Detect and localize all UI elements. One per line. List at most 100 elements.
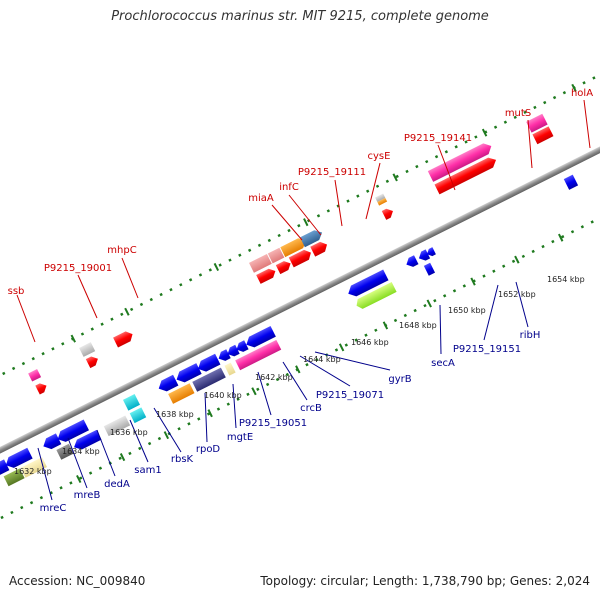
gene-p9215-19001[interactable] bbox=[79, 342, 96, 357]
gene-p9215-19111[interactable] bbox=[280, 236, 308, 258]
tick-label-1648: 1648 kbp bbox=[399, 321, 437, 330]
forward-gene-labels: ssb P9215_19001 mhpC miaA infC P9215_191… bbox=[8, 88, 594, 297]
gene-p9215-19051[interactable] bbox=[224, 362, 236, 376]
gene-rbs-k-b[interactable] bbox=[129, 407, 147, 424]
gene-rib-h[interactable] bbox=[423, 262, 436, 276]
label-hol-a[interactable]: holA bbox=[571, 88, 593, 99]
lower-ticks bbox=[76, 233, 564, 484]
gene-mia-a[interactable] bbox=[248, 253, 272, 273]
tick-label-1654: 1654 kbp bbox=[547, 275, 585, 284]
label-crc-b[interactable]: crcB bbox=[300, 403, 322, 414]
label-mre-b[interactable]: mreB bbox=[74, 490, 101, 501]
forward-label-leaders bbox=[16, 99, 591, 343]
tick-label-1646: 1646 kbp bbox=[351, 338, 389, 347]
gene-mre-b[interactable] bbox=[41, 433, 62, 451]
label-p9215-19141[interactable]: P9215_19141 bbox=[404, 133, 472, 144]
gene-mre-b-b[interactable] bbox=[56, 443, 74, 460]
gene-sam-1[interactable] bbox=[103, 415, 131, 437]
accession-label: Accession: NC_009840 bbox=[9, 574, 146, 588]
label-sam-1[interactable]: sam1 bbox=[134, 465, 161, 476]
gene-mgt-e[interactable] bbox=[195, 353, 221, 375]
gene-p9215-19141-c[interactable] bbox=[381, 206, 395, 220]
gene-crc-b[interactable] bbox=[235, 339, 282, 371]
gene-mut-s[interactable] bbox=[427, 141, 494, 182]
label-mgt-e[interactable]: mgtE bbox=[227, 432, 253, 443]
gene-p9215-19141[interactable] bbox=[375, 193, 386, 203]
gene-rev-blue-5[interactable] bbox=[216, 349, 231, 363]
label-rib-h[interactable]: ribH bbox=[520, 330, 541, 341]
gene-sec-a-b[interactable] bbox=[354, 282, 397, 311]
label-mhp-c[interactable]: mhpC bbox=[107, 245, 136, 256]
forward-strand-features bbox=[28, 113, 554, 395]
gene-mre-c-b[interactable] bbox=[20, 457, 47, 478]
label-gyr-b[interactable]: gyrB bbox=[388, 374, 411, 385]
gene-rev-blue-2[interactable] bbox=[0, 459, 10, 480]
label-p9215-19001[interactable]: P9215_19001 bbox=[44, 263, 112, 274]
upper-dotted-boundary bbox=[0, 50, 600, 430]
gene-gyr-b[interactable] bbox=[244, 325, 276, 350]
gene-rev-blue-4[interactable] bbox=[174, 363, 202, 385]
gene-cys-e[interactable] bbox=[299, 228, 325, 248]
gene-rbs-k[interactable] bbox=[122, 394, 140, 411]
tick-label-1642: 1642 kbp bbox=[255, 373, 293, 382]
gene-p9215-19151[interactable] bbox=[404, 255, 419, 269]
reverse-strand-features bbox=[0, 174, 579, 487]
gene-inf-c[interactable] bbox=[267, 247, 285, 264]
gene-rev-blue-3[interactable] bbox=[3, 447, 33, 471]
tick-label-1636: 1636 kbp bbox=[110, 428, 148, 437]
label-rbs-k[interactable]: rbsK bbox=[171, 454, 194, 465]
gene-ded-a-b[interactable] bbox=[72, 429, 102, 452]
genome-backbone bbox=[0, 109, 600, 491]
gene-p9215-19141-b[interactable] bbox=[377, 197, 388, 206]
tick-label-1644: 1644 kbp bbox=[303, 355, 341, 364]
tick-label-1652: 1652 kbp bbox=[498, 290, 536, 299]
gene-hol-a-rev[interactable] bbox=[563, 174, 579, 190]
gene-mut-s-b[interactable] bbox=[434, 155, 499, 195]
label-ded-a[interactable]: dedA bbox=[104, 479, 130, 490]
label-p9215-19051[interactable]: P9215_19051 bbox=[239, 418, 307, 429]
label-rpo-d[interactable]: rpoD bbox=[196, 444, 221, 455]
gene-mhp-c[interactable] bbox=[113, 329, 135, 348]
label-p9215-19071[interactable]: P9215_19071 bbox=[316, 390, 384, 401]
label-cys-e[interactable]: cysE bbox=[368, 151, 391, 162]
gene-p9215-19111-b[interactable] bbox=[288, 248, 314, 268]
reverse-label-leaders bbox=[37, 281, 529, 501]
gene-hol-a[interactable] bbox=[526, 113, 548, 133]
tick-label-1650: 1650 kbp bbox=[448, 306, 486, 315]
gene-ssb-b[interactable] bbox=[35, 381, 48, 395]
label-mut-s[interactable]: mutS bbox=[505, 108, 531, 119]
label-ssb[interactable]: ssb bbox=[8, 286, 25, 297]
gene-rev-blue-9[interactable] bbox=[425, 247, 436, 258]
scale-labels: 1632 kbp 1634 kbp 1636 kbp 1638 kbp 1640… bbox=[14, 275, 585, 476]
gene-mia-a-b[interactable] bbox=[256, 266, 277, 284]
gene-inf-c-b[interactable] bbox=[275, 259, 293, 275]
label-p9215-19111[interactable]: P9215_19111 bbox=[298, 167, 366, 178]
genome-summary: Topology: circular; Length: 1,738,790 bp… bbox=[260, 574, 590, 588]
tick-label-1638: 1638 kbp bbox=[156, 410, 194, 419]
label-sec-a[interactable]: secA bbox=[431, 358, 455, 369]
gene-rev-blue-7[interactable] bbox=[234, 340, 249, 354]
gene-cys-e-b[interactable] bbox=[310, 240, 329, 257]
gene-ssb[interactable] bbox=[28, 369, 42, 382]
gene-hol-a-b[interactable] bbox=[532, 126, 554, 145]
tick-label-1632: 1632 kbp bbox=[14, 467, 52, 476]
map-title: Prochlorococcus marinus str. MIT 9215, c… bbox=[111, 9, 489, 24]
tick-label-1634: 1634 kbp bbox=[62, 447, 100, 456]
label-p9215-19151[interactable]: P9215_19151 bbox=[453, 344, 521, 355]
gene-mre-c[interactable] bbox=[3, 468, 25, 487]
gene-rpo-d[interactable] bbox=[156, 374, 179, 394]
gene-rpo-d-b[interactable] bbox=[168, 383, 195, 404]
gene-sec-a[interactable] bbox=[346, 269, 389, 300]
tick-label-1640: 1640 kbp bbox=[204, 391, 242, 400]
gene-ded-a[interactable] bbox=[55, 419, 89, 445]
gene-rev-blue-6[interactable] bbox=[225, 344, 240, 359]
label-mre-c[interactable]: mreC bbox=[40, 503, 67, 514]
gene-mgt-e-b[interactable] bbox=[192, 367, 226, 392]
gene-rev-blue-8[interactable] bbox=[417, 249, 431, 262]
label-inf-c[interactable]: infC bbox=[279, 182, 299, 193]
label-mia-a[interactable]: miaA bbox=[248, 193, 274, 204]
reverse-gene-labels: mreC mreB dedA sam1 rbsK rpoD mgtE P9215… bbox=[40, 330, 541, 514]
gene-p9215-19001-b[interactable] bbox=[85, 354, 100, 369]
